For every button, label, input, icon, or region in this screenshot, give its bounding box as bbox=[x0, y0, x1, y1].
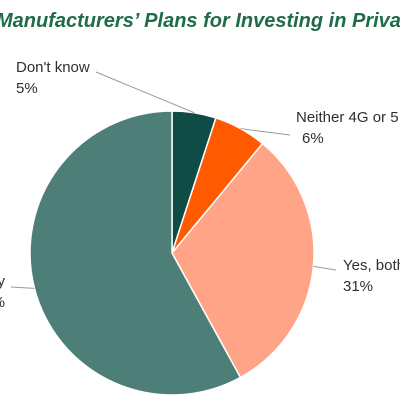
slice-value-label: 31% bbox=[343, 278, 373, 295]
slice-label: Neither 4G or 5 bbox=[296, 109, 399, 126]
slice-label: Yes, both bbox=[343, 257, 400, 274]
leader-line bbox=[10, 286, 35, 289]
slice-label: Don't know bbox=[16, 59, 90, 76]
chart-title: Manufacturers’ Plans for Investing in Pr… bbox=[0, 10, 400, 32]
pie-slice bbox=[29, 110, 242, 396]
leader-line bbox=[240, 128, 291, 136]
slice-value-label: 5% bbox=[16, 80, 38, 97]
leader-lines bbox=[10, 71, 337, 289]
slice-label: ly bbox=[0, 273, 5, 290]
slice-labels: Don't know 5% Neither 4G or 5 6% Yes, both 31… bbox=[0, 59, 400, 311]
slice-value-label: 6% bbox=[302, 130, 324, 147]
leader-line bbox=[95, 71, 195, 114]
leader-line bbox=[313, 265, 337, 271]
slice-value-label: % bbox=[0, 294, 5, 311]
pie-slices bbox=[29, 110, 315, 396]
